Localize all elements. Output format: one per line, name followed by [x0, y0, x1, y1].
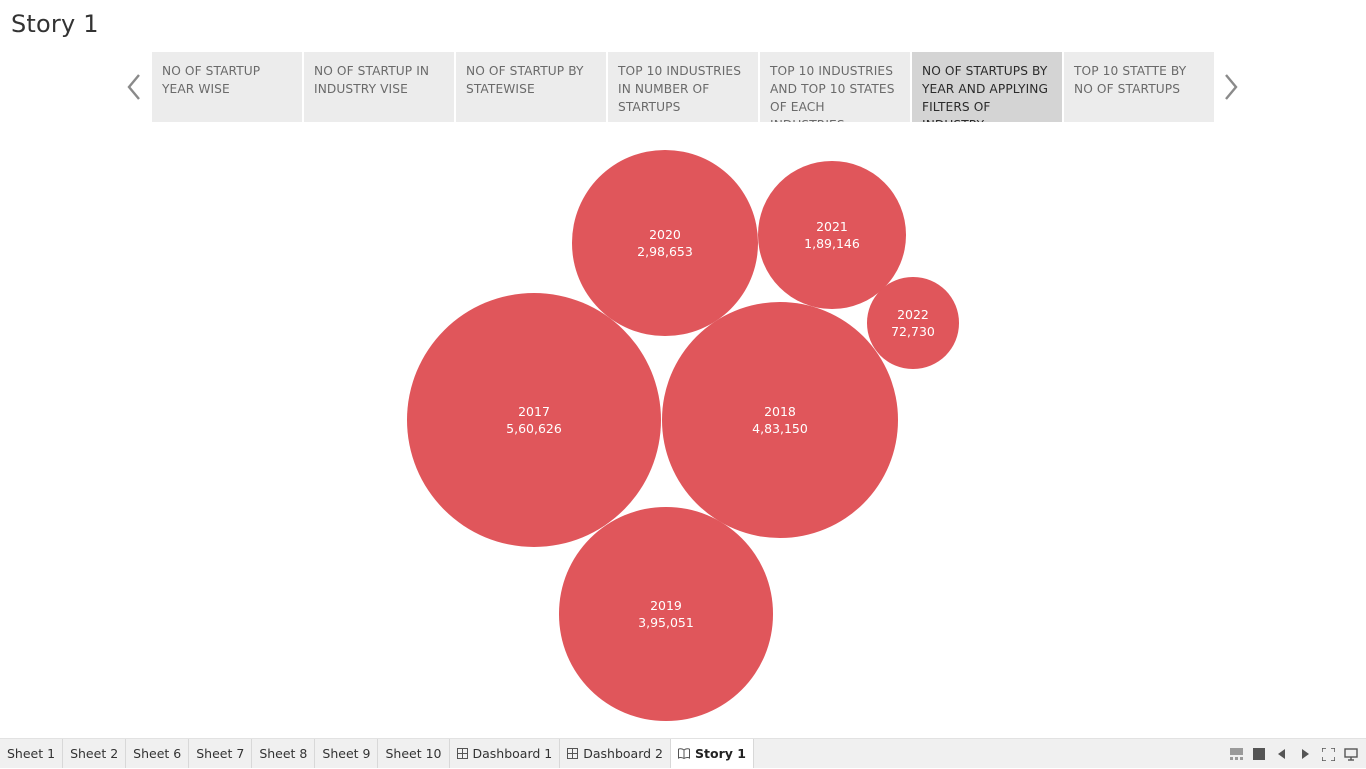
story-next-button[interactable] — [1219, 70, 1243, 104]
sheet-tab-label: Sheet 6 — [133, 746, 182, 761]
chevron-right-icon — [1225, 74, 1238, 100]
bubble-chart: 2017 5,60,626 2018 4,83,150 2019 3,95,051 2020… — [0, 130, 1366, 730]
sheet-tab-sheet-9[interactable]: Sheet 9 — [315, 739, 379, 768]
sheet-tab-label: Dashboard 2 — [583, 746, 663, 761]
story-point-1[interactable]: NO OF STARTUP YEAR WISE — [152, 52, 302, 122]
bubble-value-label: 3,95,051 — [638, 614, 694, 630]
bubble-2022[interactable]: 2022 72,730 — [867, 277, 959, 369]
story-point-7[interactable]: TOP 10 STATTE BY NO OF STARTUPS — [1064, 52, 1214, 122]
chevron-left-icon — [127, 74, 140, 100]
sheet-tab-label: Sheet 9 — [322, 746, 371, 761]
sheet-tab-sheet-10[interactable]: Sheet 10 — [378, 739, 450, 768]
sheet-tab-dashboard-1[interactable]: Dashboard 1 — [450, 739, 561, 768]
sheet-tab-label: Sheet 7 — [196, 746, 245, 761]
sheet-tabs: Sheet 1 Sheet 2 Sheet 6 Sheet 7 Sheet 8 Sheet… — [0, 739, 754, 769]
bubble-2019[interactable]: 2019 3,95,051 — [559, 507, 773, 721]
next-sheet-icon[interactable] — [1298, 747, 1312, 761]
sheet-tab-sheet-2[interactable]: Sheet 2 — [63, 739, 127, 768]
bubble-value-label: 1,89,146 — [804, 235, 860, 251]
bubble-2020[interactable]: 2020 2,98,653 — [572, 150, 758, 336]
bubble-2018[interactable]: 2018 4,83,150 — [662, 302, 898, 538]
dashboard-grid-icon — [456, 748, 468, 759]
bubble-2021[interactable]: 2021 1,89,146 — [758, 161, 906, 309]
bubble-year-label: 2018 — [764, 403, 796, 419]
sheet-tab-story-1[interactable]: Story 1 — [671, 739, 754, 768]
bubble-value-label: 72,730 — [891, 323, 935, 339]
story-navigator: NO OF STARTUP YEAR WISE NO OF STARTUP IN … — [152, 52, 1214, 122]
story-point-6[interactable]: NO OF STARTUPS BY YEAR AND APPLYING FILT… — [912, 52, 1062, 122]
fullscreen-icon[interactable] — [1321, 747, 1335, 761]
bubble-year-label: 2022 — [897, 306, 929, 322]
sheet-tab-sheet-6[interactable]: Sheet 6 — [126, 739, 190, 768]
bubble-year-label: 2020 — [649, 226, 681, 242]
bottom-tab-bar: Sheet 1 Sheet 2 Sheet 6 Sheet 7 Sheet 8 Sheet… — [0, 738, 1366, 768]
sheet-tab-sheet-1[interactable]: Sheet 1 — [0, 739, 64, 768]
story-book-icon — [678, 748, 690, 759]
bubble-value-label: 2,98,653 — [637, 243, 693, 259]
sheet-tab-label: Sheet 8 — [259, 746, 308, 761]
sheet-tab-label: Sheet 1 — [7, 746, 56, 761]
bubble-value-label: 5,60,626 — [506, 421, 562, 436]
bubble-year-label: 2021 — [816, 218, 848, 234]
filmstrip-view-icon[interactable] — [1229, 747, 1243, 761]
bubble-year-label: 2019 — [650, 597, 682, 613]
story-title: Story 1 — [11, 10, 99, 38]
story-point-3[interactable]: NO OF STARTUP BY STATEWISE — [456, 52, 606, 122]
story-point-4[interactable]: TOP 10 INDUSTRIES IN NUMBER OF STARTUPS — [608, 52, 758, 122]
sheet-tab-sheet-7[interactable]: Sheet 7 — [189, 739, 253, 768]
single-view-icon[interactable] — [1252, 747, 1266, 761]
story-prev-button[interactable] — [122, 70, 146, 104]
bubble-year-label: 2017 — [518, 404, 550, 419]
sheet-tab-dashboard-2[interactable]: Dashboard 2 — [560, 739, 671, 768]
presentation-mode-icon[interactable] — [1344, 747, 1358, 761]
previous-sheet-icon[interactable] — [1275, 747, 1289, 761]
sheet-tab-label: Dashboard 1 — [472, 746, 553, 761]
sheet-tab-sheet-8[interactable]: Sheet 8 — [252, 739, 316, 768]
sheet-tab-label: Sheet 10 — [385, 746, 442, 761]
bubble-2017[interactable]: 2017 5,60,626 — [407, 293, 661, 547]
story-point-2[interactable]: NO OF STARTUP IN INDUSTRY VISE — [304, 52, 454, 122]
sheet-tab-label: Sheet 2 — [70, 746, 119, 761]
sheet-tab-label: Story 1 — [695, 746, 746, 761]
dashboard-grid-icon — [567, 748, 579, 759]
bubble-value-label: 4,83,150 — [752, 420, 808, 436]
story-point-5[interactable]: TOP 10 INDUSTRIES AND TOP 10 STATES OF E… — [760, 52, 910, 122]
view-controls — [1229, 739, 1358, 769]
